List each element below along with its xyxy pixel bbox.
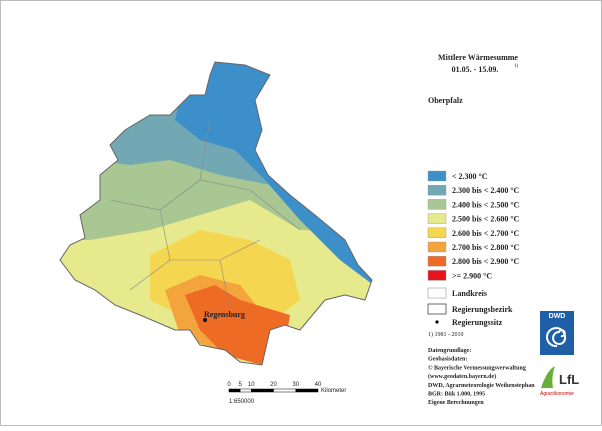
- title: Mittlere Wärmesumme: [438, 53, 518, 62]
- legend-label: < 2.300 °C: [452, 172, 488, 181]
- region-name: Oberpfalz: [428, 96, 463, 105]
- lfl-sub: Agrarökonomie: [540, 391, 574, 397]
- source-line: Eigene Berechnungen: [428, 400, 484, 406]
- legend-label: >= 2.900 °C: [452, 271, 492, 280]
- region-swatch: [427, 303, 447, 315]
- lfl-leaf: [541, 366, 555, 388]
- scale-segment: [295, 388, 319, 393]
- scale-tick-label: 10: [248, 382, 255, 388]
- scale-segment: [273, 388, 296, 393]
- legend-swatch: [427, 199, 447, 210]
- city-label: Regensburg: [204, 310, 245, 319]
- dwd-text: DWD: [549, 313, 566, 320]
- legend-label: 2.600 bis < 2.700 °C: [452, 229, 520, 238]
- source-line: (www.geodaten.bayern.de): [428, 373, 496, 380]
- source-line: BGR: Bük 1.000, 1995: [428, 392, 485, 398]
- legend: < 2.300 °C 2.300 bis < 2.400 °C 2.400 bis …: [427, 170, 520, 281]
- legend-swatch: [427, 170, 447, 182]
- scale-tick-label: 5: [238, 382, 242, 388]
- dwd-swirl: [546, 327, 567, 348]
- legend-swatch: [427, 241, 447, 253]
- scale-tick-label: 30: [292, 382, 299, 388]
- scale-segment: [228, 388, 241, 393]
- source-line: DWD, Agrarmeteorologie Weihenstephan: [428, 383, 535, 389]
- legend-swatch: [427, 270, 447, 281]
- district-swatch: [427, 287, 447, 299]
- scale-tick-label: 20: [270, 382, 277, 388]
- legend-swatch: [427, 256, 447, 267]
- period: 01.05. - 15.09.: [452, 65, 499, 74]
- legend-label: Regierungssitz: [452, 318, 503, 327]
- region-outline: [59, 61, 373, 366]
- scale-unit: Kilometer: [321, 388, 346, 394]
- city-marker: [203, 318, 207, 322]
- district-lines: [109, 119, 301, 311]
- scale-tick-label: 40: [315, 382, 322, 388]
- lfl-text: LfL: [559, 372, 579, 387]
- sources: Datengrundlage: Geobasisdaten:© Bayerisch…: [428, 348, 535, 406]
- legend-swatch: [427, 184, 447, 196]
- legend-label: Landkreis: [452, 289, 487, 298]
- source-line: Datengrundlage:: [428, 348, 471, 354]
- footnote-mark: 1): [514, 64, 519, 69]
- scale-tick-label: 0: [227, 382, 231, 388]
- legend-label: 2.500 bis < 2.600 °C: [452, 215, 520, 224]
- seat-swatch: [435, 320, 439, 324]
- scale-ratio: 1:650000: [229, 399, 255, 405]
- scale-segment: [239, 388, 252, 393]
- legend-label: 2.400 bis < 2.500 °C: [452, 200, 520, 209]
- legend-label: 2.300 bis < 2.400 °C: [452, 186, 520, 195]
- legend-label: 2.700 bis < 2.800 °C: [452, 243, 520, 252]
- scale-segment: [251, 388, 274, 393]
- legend-label: 2.800 bis < 2.900 °C: [452, 257, 520, 266]
- footnote: 1) 1981 - 2010: [428, 331, 464, 338]
- source-line: Geobasisdaten:: [428, 357, 467, 363]
- legend-swatch: [427, 227, 447, 239]
- source-line: © Bayerische Vermessungsverwaltung: [428, 364, 526, 371]
- legend-swatch: [427, 213, 447, 224]
- legend-label: Regierungsbezirk: [452, 305, 513, 314]
